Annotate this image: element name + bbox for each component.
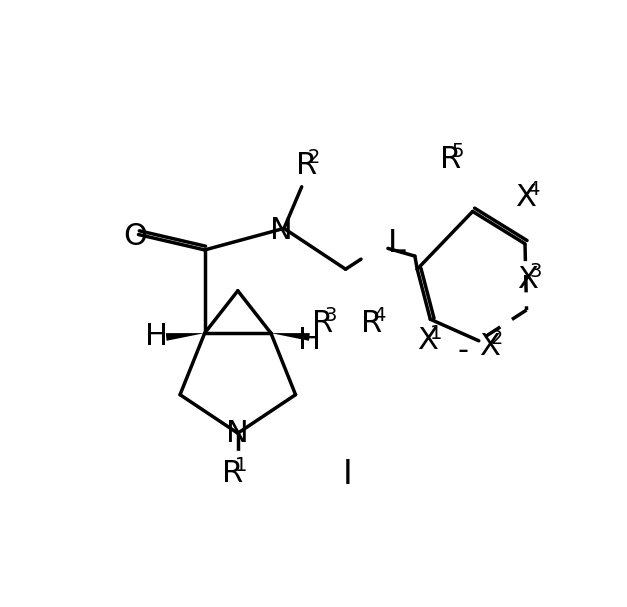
Text: R: R — [440, 144, 461, 174]
Polygon shape — [271, 333, 310, 341]
Text: 2: 2 — [491, 329, 503, 348]
Text: R: R — [361, 308, 382, 337]
Text: H: H — [145, 322, 169, 351]
Text: 4: 4 — [373, 306, 386, 325]
Text: I: I — [343, 458, 353, 491]
Text: L: L — [388, 228, 406, 259]
Polygon shape — [166, 333, 204, 341]
Text: X: X — [417, 327, 438, 355]
Text: X: X — [515, 183, 536, 212]
Text: R: R — [295, 151, 317, 180]
Text: X: X — [517, 265, 538, 294]
Text: N: N — [270, 216, 293, 245]
Text: X: X — [479, 331, 500, 361]
Text: 3: 3 — [529, 262, 542, 281]
Text: -: - — [458, 336, 469, 365]
Text: 1: 1 — [234, 456, 247, 475]
Text: N: N — [226, 419, 249, 448]
Text: 2: 2 — [308, 148, 320, 167]
Text: O: O — [124, 222, 147, 251]
Text: 3: 3 — [325, 306, 337, 325]
Text: 4: 4 — [527, 180, 540, 200]
Text: H: H — [298, 327, 321, 355]
Text: R: R — [223, 459, 244, 488]
Text: 5: 5 — [451, 142, 464, 161]
Text: R: R — [312, 308, 334, 337]
Text: 1: 1 — [429, 324, 442, 343]
